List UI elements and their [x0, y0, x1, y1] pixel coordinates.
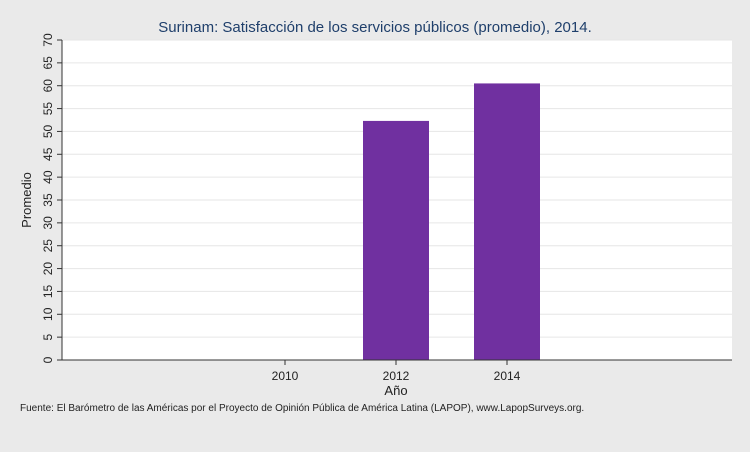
bar-2012 — [363, 120, 429, 361]
chart-title: Surinam: Satisfacción de los servicios p… — [158, 19, 592, 36]
y-axis-label: Promedio — [19, 172, 34, 228]
y-tick-label: 35 — [41, 193, 55, 207]
x-tick-label-2014: 2014 — [494, 369, 521, 383]
y-tick-label: 45 — [41, 147, 55, 161]
y-tick-label: 25 — [41, 239, 55, 253]
y-tick-label: 15 — [41, 284, 55, 298]
y-tick-label: 20 — [41, 262, 55, 276]
y-tick-label: 30 — [41, 216, 55, 230]
y-tick-label: 65 — [41, 56, 55, 70]
y-tick-label: 70 — [41, 33, 55, 47]
y-tick-label: 0 — [41, 356, 55, 363]
y-tick-label: 10 — [41, 307, 55, 321]
bar-2014 — [474, 83, 540, 360]
y-axis: 0 5 10 15 20 25 30 35 40 45 50 55 60 65 70 — [41, 33, 63, 363]
x-axis: 2010 2012 2014 — [62, 359, 732, 383]
x-axis-label: Año — [384, 383, 407, 398]
x-tick-label-2012: 2012 — [383, 369, 410, 383]
bars — [363, 83, 540, 361]
y-tick-label: 50 — [41, 124, 55, 138]
x-tick-label-2010: 2010 — [272, 369, 299, 383]
y-tick-label: 60 — [41, 79, 55, 93]
y-tick-label: 5 — [41, 333, 55, 340]
y-tick-label: 40 — [41, 170, 55, 184]
y-tick-label: 55 — [41, 102, 55, 116]
source-note: Fuente: El Barómetro de las Américas por… — [20, 403, 584, 414]
